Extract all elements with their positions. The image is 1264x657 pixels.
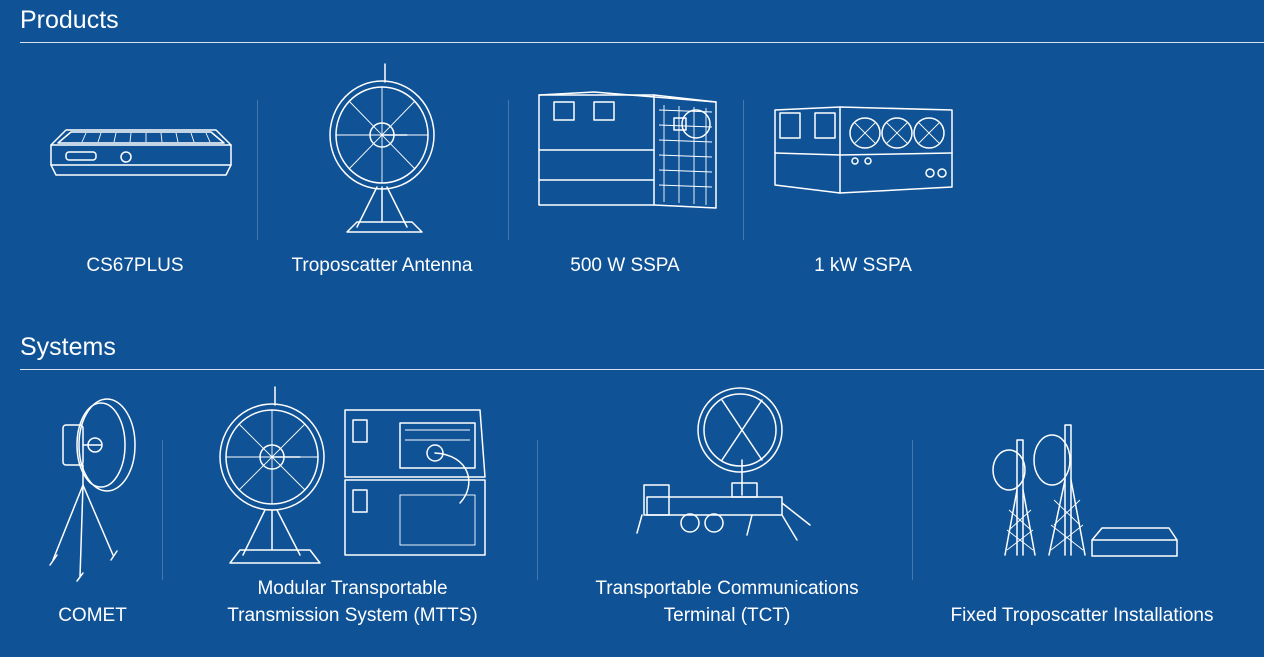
system-mtts[interactable]: Modular Transportable Transmission Syste…	[205, 385, 500, 635]
comet-tripod-antenna-icon	[49, 398, 136, 582]
comet-label: COMET	[58, 605, 127, 626]
mtts-icon	[219, 386, 486, 564]
products-divider	[20, 42, 1264, 43]
fixed-installations-label: Fixed Troposcatter Installations	[950, 605, 1214, 626]
sspa-1kw-label: 1 kW SSPA	[814, 255, 912, 276]
mtts-label: Modular Transportable Transmission Syste…	[205, 575, 500, 629]
separator	[162, 440, 163, 580]
product-cs67plus[interactable]: CS67PLUS	[30, 60, 240, 280]
system-fixed-installations[interactable]: Fixed Troposcatter Installations	[932, 385, 1232, 635]
troposcatter-antenna-label: Troposcatter Antenna	[291, 255, 473, 276]
separator	[508, 100, 509, 240]
sspa-500w-icon	[538, 91, 717, 209]
product-sspa-1kw[interactable]: 1 kW SSPA	[758, 60, 968, 280]
products-heading: Products	[20, 6, 119, 34]
product-sspa-500w[interactable]: 500 W SSPA	[520, 60, 730, 280]
cs67plus-modem-icon	[50, 129, 232, 176]
tct-label-line2: Terminal (TCT)	[663, 605, 791, 626]
systems-divider	[20, 369, 1264, 370]
fixed-tower-installation-icon	[992, 424, 1178, 557]
sspa-1kw-icon	[774, 106, 953, 194]
separator	[537, 440, 538, 580]
tct-label: Transportable Communications Terminal (T…	[572, 575, 882, 629]
mtts-label-line2: Transmission System (MTTS)	[227, 605, 478, 626]
cs67plus-label: CS67PLUS	[86, 255, 184, 276]
mtts-label-line1: Modular Transportable	[257, 578, 448, 599]
product-troposcatter-antenna[interactable]: Troposcatter Antenna	[272, 60, 492, 280]
troposcatter-antenna-icon	[329, 63, 435, 233]
separator	[743, 100, 744, 240]
sspa-500w-label: 500 W SSPA	[570, 255, 680, 276]
systems-heading: Systems	[20, 333, 116, 361]
separator	[257, 100, 258, 240]
separator	[912, 440, 913, 580]
system-tct[interactable]: Transportable Communications Terminal (T…	[572, 385, 882, 635]
system-comet[interactable]: COMET	[20, 385, 165, 635]
tct-trailer-icon	[636, 387, 811, 541]
tct-label-line1: Transportable Communications	[595, 578, 859, 599]
